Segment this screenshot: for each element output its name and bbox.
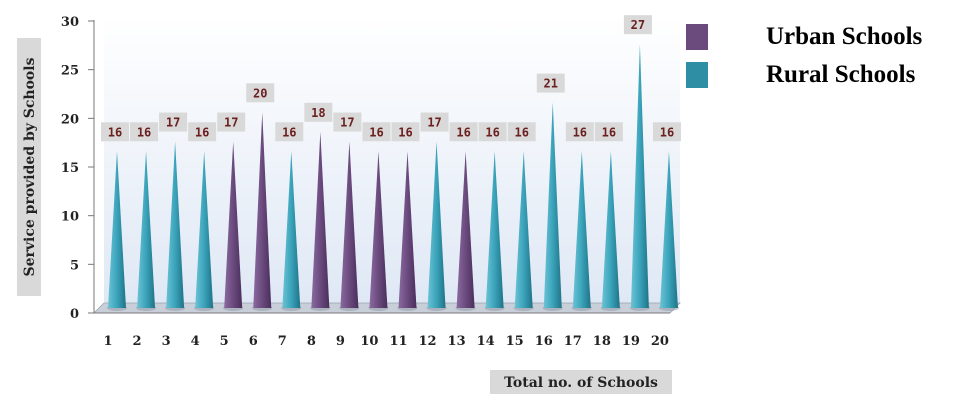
data-label-bg — [449, 122, 478, 142]
data-label: 16 — [398, 125, 412, 139]
x-tick-label: 5 — [220, 334, 229, 349]
data-label: 16 — [282, 125, 296, 139]
legend-swatch-rural — [686, 62, 708, 88]
data-label-bg — [420, 112, 449, 132]
data-label: 16 — [485, 125, 499, 139]
data-label: 16 — [573, 125, 587, 139]
data-label: 17 — [340, 116, 354, 130]
data-label: 17 — [427, 116, 441, 130]
legend-swatch-urban — [686, 24, 708, 50]
data-label: 16 — [195, 125, 209, 139]
x-tick-label: 1 — [103, 334, 112, 349]
data-label-bg — [565, 122, 594, 142]
bar — [601, 151, 620, 308]
x-tick-label: 8 — [307, 334, 316, 349]
data-label: 16 — [137, 125, 151, 139]
bar — [398, 151, 417, 308]
bar — [456, 151, 475, 308]
data-label-bg — [536, 73, 565, 93]
data-label-bg — [594, 122, 623, 142]
data-label-bg — [304, 102, 333, 122]
x-tick-label: 18 — [593, 334, 611, 349]
data-label-bg — [362, 122, 391, 142]
bar — [630, 44, 649, 308]
data-label-bg — [188, 122, 217, 142]
x-tick-label: 6 — [249, 334, 258, 349]
legend-label-rural: Rural Schools — [766, 61, 916, 88]
data-label-bg — [275, 122, 304, 142]
x-axis-title-bg — [490, 370, 672, 394]
bar — [427, 141, 446, 308]
bar — [282, 151, 301, 308]
bar — [137, 151, 156, 308]
data-label: 16 — [108, 125, 122, 139]
x-tick-label: 10 — [360, 334, 378, 349]
plot-back-wall — [104, 15, 680, 303]
x-tick-label: 3 — [162, 334, 171, 349]
bar — [659, 151, 678, 308]
bar — [108, 151, 126, 308]
x-tick-label: 4 — [191, 334, 200, 349]
data-label-bg — [246, 83, 275, 103]
data-label: 17 — [224, 116, 238, 130]
data-label: 18 — [311, 106, 325, 120]
x-tick-label: 14 — [477, 334, 495, 349]
bar — [311, 131, 330, 308]
data-label-bg — [159, 112, 188, 132]
y-axis-title-bg — [17, 38, 41, 296]
data-label-bg — [478, 122, 507, 142]
y-tick-label: 5 — [70, 258, 79, 273]
data-label: 27 — [631, 18, 645, 32]
data-label: 16 — [514, 125, 528, 139]
x-tick-label: 7 — [278, 334, 287, 349]
data-label: 20 — [253, 86, 267, 100]
bar — [514, 151, 533, 308]
bar — [369, 151, 388, 308]
data-label: 16 — [369, 125, 383, 139]
x-tick-label: 11 — [389, 334, 407, 349]
x-tick-label: 16 — [535, 334, 553, 349]
legend-label-urban: Urban Schools — [766, 23, 923, 50]
data-label-bg — [130, 122, 159, 142]
data-label: 16 — [456, 125, 470, 139]
y-axis-title: Service provided by Schools — [22, 57, 38, 276]
x-tick-label: 20 — [651, 334, 669, 349]
data-label: 17 — [166, 116, 180, 130]
bar — [340, 141, 359, 308]
data-label-bg — [101, 122, 129, 142]
x-axis-title: Total no. of Schools — [504, 375, 658, 391]
x-tick-label: 15 — [506, 334, 524, 349]
bar — [195, 151, 214, 308]
data-label-bg — [333, 112, 362, 132]
data-label-bg — [623, 15, 652, 35]
bar — [485, 151, 504, 308]
bar — [224, 141, 243, 308]
bar — [572, 151, 591, 308]
data-label: 21 — [544, 77, 558, 91]
y-tick-label: 10 — [61, 210, 79, 225]
y-tick-label: 25 — [61, 64, 79, 79]
x-tick-label: 12 — [419, 334, 437, 349]
bar — [543, 102, 562, 308]
bar — [166, 141, 185, 308]
data-label-bg — [507, 122, 536, 142]
y-tick-label: 30 — [61, 15, 79, 30]
data-label: 16 — [602, 125, 616, 139]
y-tick-label: 0 — [70, 307, 79, 322]
data-label: 16 — [660, 125, 674, 139]
x-tick-label: 19 — [622, 334, 640, 349]
x-tick-label: 9 — [336, 334, 345, 349]
data-label-bg — [652, 122, 681, 142]
data-label-bg — [217, 112, 246, 132]
x-tick-label: 13 — [448, 334, 466, 349]
x-tick-label: 17 — [564, 334, 582, 349]
data-label-bg — [391, 122, 420, 142]
x-tick-label: 2 — [133, 334, 142, 349]
bar — [253, 112, 272, 308]
y-tick-label: 15 — [61, 161, 79, 176]
y-tick-label: 20 — [61, 112, 79, 127]
